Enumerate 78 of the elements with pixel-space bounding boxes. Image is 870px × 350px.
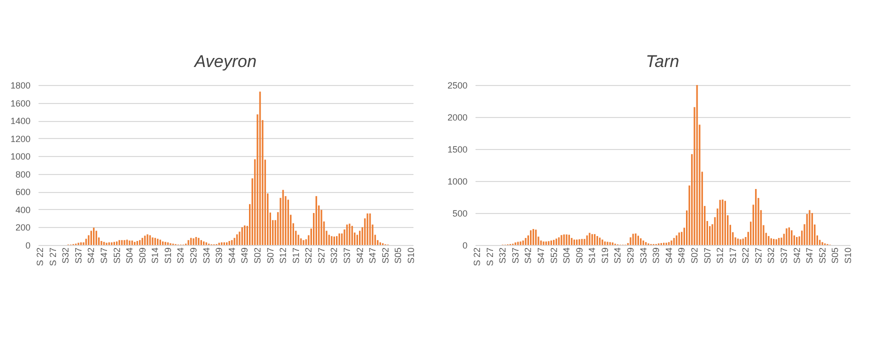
x-tick-label: S47	[368, 248, 378, 264]
x-tick-label: S39	[651, 248, 662, 264]
y-tick-label: 1400	[10, 116, 30, 126]
x-tick-label: S52	[112, 248, 122, 264]
y-tick-label: 2000	[447, 112, 468, 122]
y-tick-label: 2500	[447, 80, 468, 90]
x-tick-label: S14	[150, 248, 160, 264]
x-tick-label: S37	[510, 248, 520, 264]
x-tick-label: S14	[587, 248, 598, 264]
x-tick-label: S17	[728, 248, 738, 264]
x-tick-label: S52	[548, 248, 559, 264]
x-tick-label: S52	[380, 248, 390, 264]
x-tick-label: S42	[354, 248, 365, 264]
y-tick-label: 1800	[10, 80, 30, 90]
y-tick-label: 1600	[10, 98, 30, 108]
y-tick-label: 500	[452, 208, 468, 218]
x-tick-label: S09	[137, 248, 148, 264]
x-tick-label: S32	[498, 248, 508, 264]
y-tick-label: 1000	[10, 152, 30, 162]
y-tick-label: 1200	[10, 134, 30, 144]
x-tick-label: S02	[689, 248, 700, 264]
x-tick-label: S12	[278, 248, 288, 264]
x-tick-label: S47	[536, 248, 546, 264]
y-tick-label: 1500	[447, 144, 468, 154]
x-tick-label: S47	[804, 248, 815, 264]
x-tick-label: S47	[98, 248, 109, 264]
x-tick-label: S07	[702, 248, 712, 264]
x-tick-label: S44	[226, 248, 237, 264]
x-tick-label: S 27	[48, 248, 58, 266]
x-tick-label: S37	[779, 248, 790, 264]
x-tick-label: S07	[265, 248, 276, 264]
x-tick-label: S 22	[35, 248, 46, 266]
x-tick-label: S39	[214, 248, 224, 264]
x-tick-label: S37	[73, 248, 84, 264]
y-tick-label: 800	[15, 169, 30, 180]
x-tick-label: S29	[626, 248, 636, 264]
x-tick-label: S32	[329, 248, 340, 264]
y-tick-label: 200	[15, 222, 30, 233]
x-tick-label: S34	[638, 248, 648, 264]
x-tick-label: S24	[176, 248, 186, 264]
x-tick-label: S 22	[472, 248, 482, 266]
chart-title: Aveyron	[193, 52, 257, 71]
x-tick-label: S22	[740, 248, 751, 264]
x-tick-label: S 27	[484, 248, 495, 266]
y-tick-label: 0	[25, 240, 30, 250]
x-tick-label: S37	[342, 248, 352, 264]
x-tick-label: S42	[523, 248, 534, 264]
x-tick-label: S10	[842, 248, 853, 264]
y-tick-label: 400	[15, 204, 30, 215]
x-tick-label: S42	[792, 248, 802, 264]
x-tick-label: S04	[124, 248, 135, 264]
x-tick-label: S44	[664, 248, 674, 264]
x-tick-label: S34	[201, 248, 212, 264]
x-tick-label: S32	[766, 248, 776, 264]
x-tick-label: S42	[86, 248, 96, 264]
x-tick-label: S05	[830, 248, 840, 264]
chart-title: Tarn	[646, 52, 680, 71]
y-tick-label: 600	[15, 187, 30, 198]
x-tick-label: S29	[188, 248, 199, 264]
x-tick-label: S05	[393, 248, 404, 264]
x-tick-label: S49	[676, 248, 687, 264]
y-tick-label: 0	[462, 240, 468, 250]
x-tick-label: S49	[240, 248, 250, 264]
x-tick-label: S12	[715, 248, 726, 264]
x-tick-label: S17	[290, 248, 301, 264]
y-tick-label: 1000	[447, 176, 468, 186]
x-tick-label: S19	[162, 248, 173, 264]
x-tick-label: S27	[316, 248, 326, 264]
x-tick-label: S04	[562, 248, 572, 264]
x-tick-label: S32	[60, 248, 71, 264]
x-tick-label: S27	[753, 248, 764, 264]
x-tick-label: S19	[600, 248, 610, 264]
x-tick-label: S24	[612, 248, 623, 264]
x-tick-label: S10	[406, 248, 416, 264]
x-tick-label: S52	[817, 248, 828, 264]
x-tick-label: S02	[252, 248, 262, 264]
x-tick-label: S09	[574, 248, 584, 264]
x-tick-label: S22	[304, 248, 314, 264]
